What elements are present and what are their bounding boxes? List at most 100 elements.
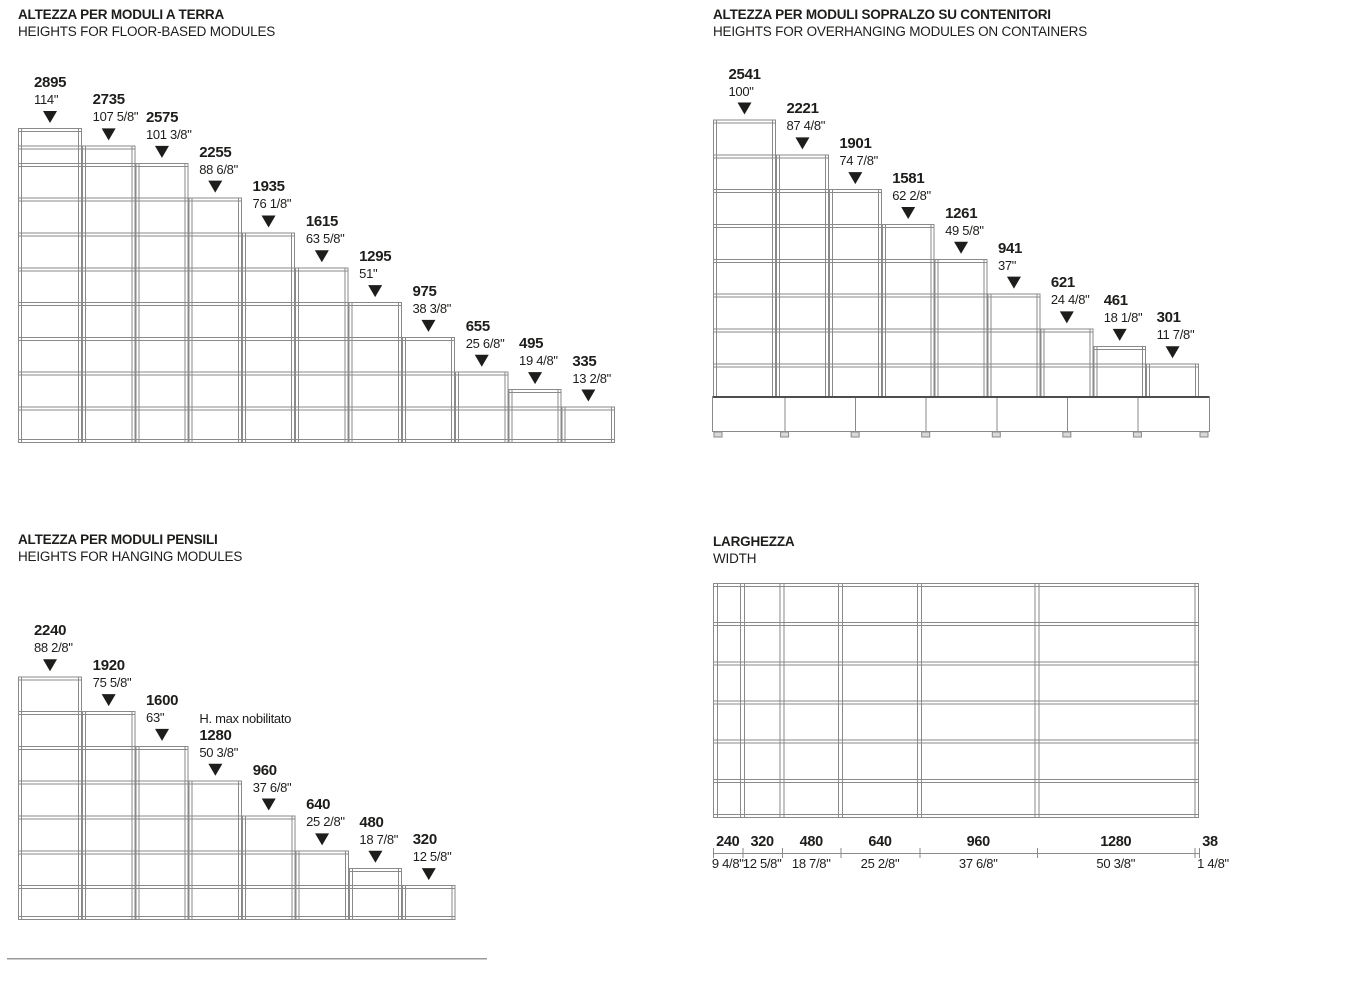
height-label-335: 335 13 2/8" bbox=[572, 354, 611, 386]
height-label-2575: 2575 101 3/8" bbox=[146, 110, 192, 142]
dimension-arrow bbox=[261, 798, 276, 811]
height-inches: 37 6/8" bbox=[252, 779, 292, 795]
height-mm: 2240 bbox=[34, 622, 67, 640]
height-label-2735: 2735 107 5/8" bbox=[93, 92, 139, 124]
height-inches: 25 2/8" bbox=[306, 814, 345, 830]
dimension-arrow bbox=[1165, 346, 1180, 359]
height-mm: 1901 bbox=[839, 135, 872, 153]
dimension-arrow bbox=[901, 206, 916, 219]
height-label-1920: 1920 75 5/8" bbox=[93, 658, 132, 690]
height-label-480: 480 18 7/8" bbox=[359, 815, 398, 847]
height-label-1581: 1581 62 2/8" bbox=[892, 171, 931, 203]
height-mm: 1581 bbox=[892, 169, 925, 187]
base-foot bbox=[713, 431, 723, 438]
height-mm: 1280 bbox=[199, 726, 232, 744]
height-mm: 1261 bbox=[945, 204, 978, 222]
height-inches: 87 4/8" bbox=[786, 118, 826, 134]
floor-title-italian: ALTEZZA PER MODULI A TERRA bbox=[18, 7, 225, 22]
height-inches: 63" bbox=[146, 709, 165, 725]
height-mm: 335 bbox=[572, 352, 597, 370]
dimension-arrow bbox=[208, 763, 223, 776]
dimension-arrow bbox=[368, 285, 383, 298]
dimension-arrow bbox=[368, 850, 383, 863]
height-label-2240: 2240 88 2/8" bbox=[34, 623, 73, 655]
height-label-1615: 1615 63 5/8" bbox=[306, 214, 345, 246]
height-label-2255: 2255 88 6/8" bbox=[199, 145, 238, 177]
width-panel-title: LARGHEZZA WIDTH bbox=[713, 533, 795, 567]
height-inches: 88 6/8" bbox=[199, 161, 238, 177]
width-inches-end-panel: 1 4/8" bbox=[1197, 856, 1229, 871]
dimension-arrow bbox=[581, 389, 596, 402]
width-mm-960: 960 bbox=[966, 834, 991, 850]
dimension-arrow bbox=[43, 111, 57, 124]
dimension-arrow bbox=[737, 102, 752, 115]
height-inches: 19 4/8" bbox=[519, 353, 558, 369]
height-inches: 51" bbox=[359, 266, 378, 282]
height-mm: 960 bbox=[252, 761, 277, 779]
height-label-960: 960 37 6/8" bbox=[253, 763, 292, 795]
width-mm-640: 640 bbox=[868, 834, 892, 850]
height-inches: 12 5/8" bbox=[412, 849, 452, 865]
width-mm-320: 320 bbox=[750, 834, 774, 850]
hanging-title-italian: ALTEZZA PER MODULI PENSILI bbox=[18, 532, 218, 547]
height-inches: 74 7/8" bbox=[839, 153, 878, 169]
dimension-arrow bbox=[101, 128, 116, 141]
height-inches: 18 1/8" bbox=[1103, 309, 1143, 325]
height-inches: 37" bbox=[997, 257, 1017, 273]
height-inches: 76 1/8" bbox=[252, 196, 292, 212]
height-label-975: 975 38 3/8" bbox=[412, 284, 451, 316]
base-foot bbox=[850, 431, 860, 438]
dimension-arrow bbox=[474, 354, 489, 367]
note-h-max: H. max nobilitato bbox=[199, 710, 292, 726]
height-mm: 2221 bbox=[786, 100, 819, 118]
width-title-english: WIDTH bbox=[713, 551, 757, 566]
hanging-title-english: HEIGHTS FOR HANGING MODULES bbox=[18, 549, 243, 564]
width-inches-320: 12 5/8" bbox=[742, 856, 782, 871]
height-inches: 49 5/8" bbox=[945, 222, 984, 238]
height-mm: 2575 bbox=[145, 108, 179, 126]
height-mm: 2255 bbox=[199, 143, 232, 161]
height-inches: 88 2/8" bbox=[34, 640, 73, 656]
height-label-1901: 1901 74 7/8" bbox=[839, 136, 878, 168]
height-inches: 62 2/8" bbox=[892, 187, 931, 203]
height-inches: 18 7/8" bbox=[359, 831, 399, 847]
height-mm: 480 bbox=[359, 813, 384, 831]
height-label-320: 320 12 5/8" bbox=[413, 832, 452, 864]
height-label-301: 301 11 7/8" bbox=[1157, 310, 1195, 342]
dimension-arrow bbox=[421, 868, 436, 881]
base-foot bbox=[991, 431, 1001, 438]
dimension-arrow bbox=[954, 241, 969, 254]
height-inches: 101 3/8" bbox=[145, 126, 192, 142]
height-label-941: 941 37" bbox=[998, 241, 1022, 273]
height-inches: 114" bbox=[34, 92, 59, 108]
dimension-arrow bbox=[315, 833, 330, 846]
dimension-arrow bbox=[43, 659, 57, 672]
base-foot bbox=[921, 431, 931, 438]
dimension-arrow bbox=[1006, 276, 1021, 289]
height-inches: 50 3/8" bbox=[199, 744, 239, 760]
dimension-arrow bbox=[314, 250, 329, 263]
height-label-1280: H. max nobilitato 1280 50 3/8" bbox=[199, 711, 291, 760]
height-mm: 1920 bbox=[92, 657, 125, 675]
height-mm: 655 bbox=[465, 317, 490, 335]
height-label-655: 655 25 6/8" bbox=[466, 319, 505, 351]
overhang-title-english: HEIGHTS FOR OVERHANGING MODULES ON CONTA… bbox=[713, 24, 1088, 39]
dimension-arrow bbox=[421, 319, 436, 332]
height-label-621: 621 24 4/8" bbox=[1051, 275, 1090, 307]
dimension-arrow bbox=[101, 694, 116, 707]
base-foot bbox=[780, 431, 790, 438]
dimension-arrow bbox=[528, 372, 543, 385]
height-label-1295: 1295 51" bbox=[359, 249, 391, 281]
height-inches: 63 5/8" bbox=[305, 231, 345, 247]
height-label-1600: 1600 63" bbox=[146, 693, 178, 725]
dimension-arrow bbox=[208, 180, 223, 193]
height-mm: 495 bbox=[519, 335, 544, 353]
height-label-1935: 1935 76 1/8" bbox=[253, 179, 292, 211]
base-foot bbox=[1199, 431, 1209, 438]
height-mm: 640 bbox=[306, 796, 331, 814]
